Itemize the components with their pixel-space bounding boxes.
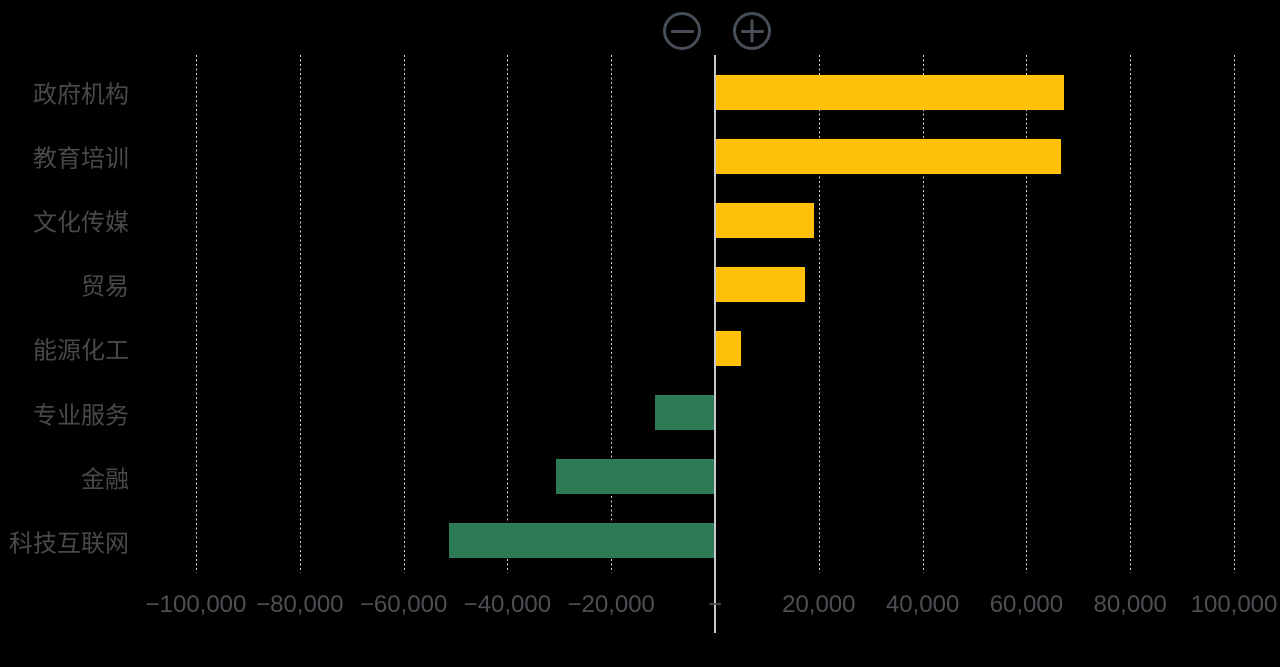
gridline <box>1234 55 1235 573</box>
gridline <box>507 55 508 573</box>
zoom-controls <box>663 12 771 50</box>
gridline <box>404 55 405 573</box>
zoom-out-button[interactable] <box>663 12 701 50</box>
bar[interactable] <box>716 330 741 366</box>
zoom-in-button[interactable] <box>733 12 771 50</box>
minus-icon <box>670 29 694 33</box>
x-tick-label: −20,000 <box>567 591 655 618</box>
x-tick-label: 40,000 <box>885 591 960 618</box>
x-tick-label: −100,000 <box>145 591 247 618</box>
bar[interactable] <box>654 395 714 431</box>
gridline <box>819 55 820 573</box>
zero-axis-line <box>714 55 716 633</box>
category-label: 能源化工 <box>33 337 129 365</box>
gridline <box>300 55 301 573</box>
category-label: 专业服务 <box>33 402 129 430</box>
category-label: 金融 <box>81 466 129 494</box>
gridline <box>1026 55 1027 573</box>
category-label: 政府机构 <box>33 81 129 109</box>
x-tick-label: 80,000 <box>1093 591 1167 618</box>
x-tick-label: 60,000 <box>989 591 1064 618</box>
gridline <box>611 55 612 573</box>
x-tick-label: − <box>707 591 723 618</box>
category-label: 教育培训 <box>33 145 129 173</box>
category-label: 文化传媒 <box>33 209 129 237</box>
x-tick-label: 100,000 <box>1190 591 1278 618</box>
bar[interactable] <box>716 202 814 238</box>
gridline <box>196 55 197 573</box>
plus-icon-vertical <box>750 19 754 43</box>
gridline <box>1130 55 1131 573</box>
bar[interactable] <box>555 459 714 495</box>
bar[interactable] <box>448 523 714 559</box>
category-label: 贸易 <box>81 273 129 301</box>
x-tick-label: −40,000 <box>463 591 552 618</box>
x-tick-label: 20,000 <box>782 591 856 618</box>
bar[interactable] <box>716 266 805 302</box>
category-label: 科技互联网 <box>9 530 129 558</box>
gridline <box>923 55 924 573</box>
x-tick-label: −60,000 <box>359 591 448 618</box>
bar[interactable] <box>716 138 1062 174</box>
bar[interactable] <box>716 74 1064 110</box>
x-tick-label: −80,000 <box>256 591 344 618</box>
